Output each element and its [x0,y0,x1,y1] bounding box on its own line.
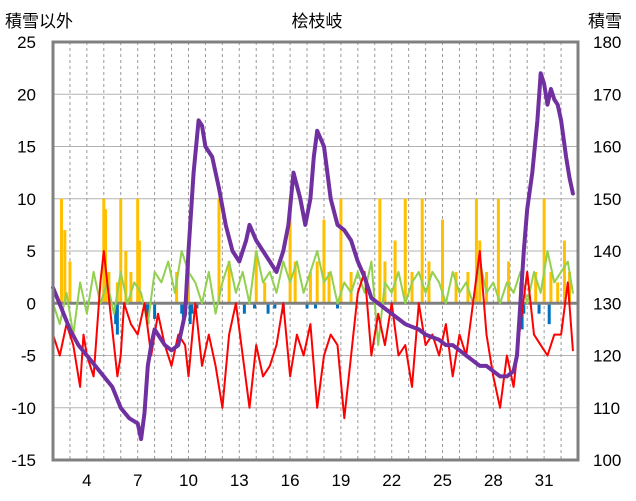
precipitation-bar [478,240,482,304]
precipitation-bar [288,198,292,304]
precipitation-bar [349,271,353,304]
left-tick-label: -10 [11,399,36,418]
precipitation-bar [485,271,489,304]
snow_change-bar [114,303,118,325]
precipitation-bar [129,271,133,304]
right-tick-label: 100 [593,451,621,470]
precipitation-bar [474,198,478,304]
x-tick-label: 22 [382,471,401,490]
precipitation-bar [393,240,397,304]
tick-labels: 25 20 15 10 5 0 -5 -10 -15 180 170 160 150 140 130 120 1… [11,33,621,490]
precipitation-bar [339,198,343,304]
x-tick-label: 19 [331,471,350,490]
left-tick-label: 25 [17,33,36,52]
right-tick-label: 180 [593,33,621,52]
snow_change-bar [253,303,257,309]
precipitation-bar [322,219,326,304]
precipitation-bar [254,251,258,304]
precipitation-bar [534,271,538,304]
precipitation-bar [137,240,141,304]
snow_change-bar [180,303,184,314]
precipitation-bar [496,198,500,304]
right-tick-label: 150 [593,190,621,209]
left-axis-title: 積雪以外 [5,12,73,32]
x-tick-label: 31 [535,471,554,490]
right-tick-label: 110 [593,399,620,418]
precipitation-bar [420,198,424,304]
precipitation-bar [63,230,67,304]
snow_change-bar [195,303,199,309]
precipitation-bar [124,251,128,304]
wind-line [52,250,574,347]
left-tick-label: 15 [17,138,36,157]
snow_change-bar [522,303,526,314]
precipitation-bar [227,261,231,304]
precipitation-bar [68,261,72,304]
precipitation-bar [568,271,572,304]
left-tick-label: -15 [11,451,36,470]
precipitation-bar [542,198,546,304]
snow_change-bar [146,303,150,325]
line-layer [51,71,575,442]
x-tick-label: 13 [230,471,249,490]
snow_change-bar [336,303,340,309]
x-tick-label: 7 [133,471,142,490]
right-tick-label: 170 [593,85,621,104]
snow_change-bar [537,303,541,314]
precipitation-bar [562,240,566,304]
precipitation-bar [403,198,407,304]
x-tick-label: 25 [433,471,452,490]
snow_change-bar [305,303,309,309]
snow_change-bar [190,303,194,314]
precipitation-bar [327,271,331,304]
precipitation-bar [507,261,511,304]
x-tick-label: 4 [82,471,91,490]
x-tick-label: 16 [281,471,300,490]
precipitation-bar [119,198,123,304]
precipitation-bar [315,261,319,304]
right-axis-title: 積雪 [588,12,622,32]
temperature-line [52,250,574,420]
x-tick-label: 10 [179,471,198,490]
plot-frame [51,40,580,462]
snow_depth-line [51,71,575,442]
right-tick-label: 140 [593,242,621,261]
snow_change-bar [188,303,192,325]
snow_change-bar [547,303,551,325]
snow_change-bar [314,303,317,309]
left-tick-label: 10 [17,190,36,209]
right-tick-label: 160 [593,138,621,157]
precipitation-bar [556,282,560,304]
right-tick-label: 120 [593,347,621,366]
left-tick-label: 0 [27,294,36,313]
left-tick-label: 20 [17,85,36,104]
snow_change-bar [273,303,277,309]
snow_change-bar [266,303,270,314]
precipitation-bar [308,271,312,304]
left-tick-label: -5 [21,347,36,366]
precipitation-bar [441,219,445,304]
right-tick-label: 130 [593,294,621,313]
precipitation-bar [378,198,382,304]
precipitation-bar [410,271,414,304]
snow_change-bar [153,303,157,319]
precipitation-bar [293,261,297,304]
snow_change-bar [242,303,246,314]
precipitation-bar [104,209,107,304]
precipitation-bar [136,198,140,304]
precipitation-bar [454,271,458,304]
left-tick-label: 5 [27,242,36,261]
precipitation-bar [217,198,221,304]
precipitation-bar [263,282,267,304]
precipitation-bar [549,271,553,304]
snow_change-bar [115,303,119,335]
precipitation-bar [59,198,63,304]
x-tick-label: 28 [484,471,503,490]
chart-title: 桧枝岐 [292,12,343,32]
